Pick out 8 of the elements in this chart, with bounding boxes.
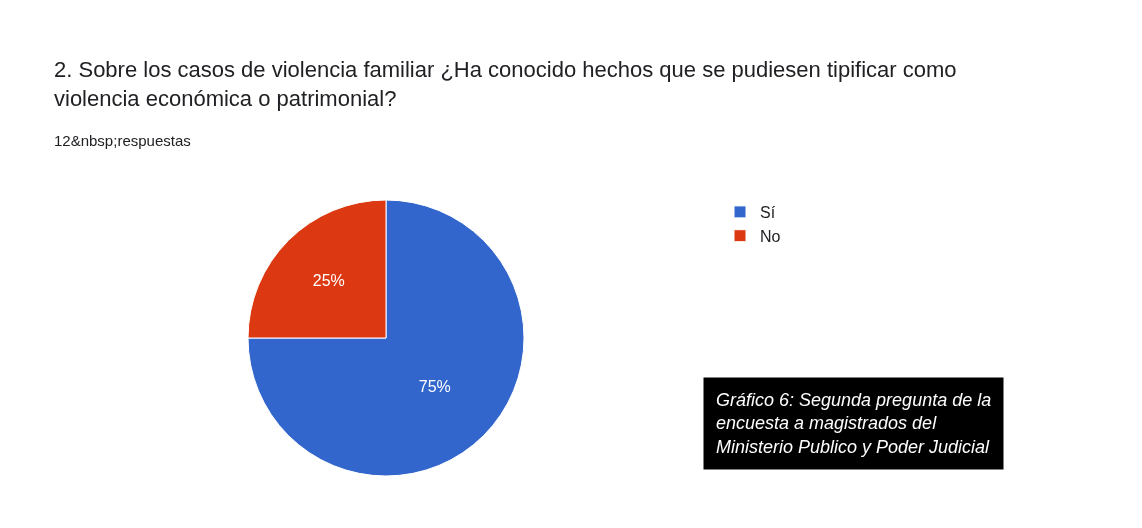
pie-slice [247,199,525,477]
chart-title: 2. Sobre los casos de violencia familiar ¿Ha conocido hechos que se pudiesen tipificar como violencia económica o patrimonial? [54,57,957,111]
data-label: 75% [418,378,451,396]
text: Gráfico 6: Segunda pregunta de la encuesta a magistrados del Ministerio Publico y Poder Judicial [716,390,992,457]
legend-label: No [760,227,781,245]
data-label: 25% [312,272,345,290]
text: 12&nbsp;respuestas [54,132,191,149]
legend-label: Sí [760,204,776,222]
